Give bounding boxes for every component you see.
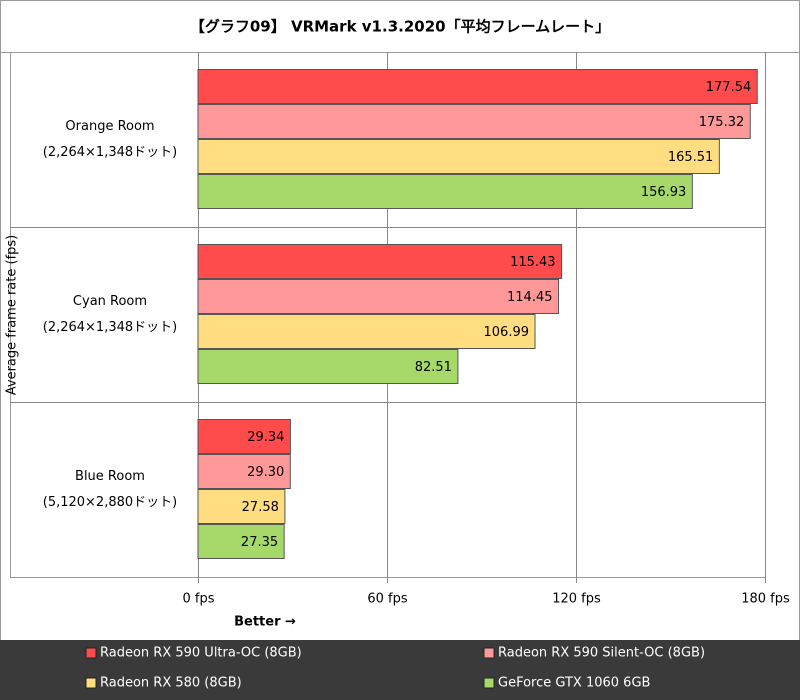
bar: [197, 104, 751, 139]
annotation: Better →: [234, 615, 296, 630]
bar: [197, 419, 291, 454]
value-label: 156.93: [641, 185, 687, 200]
value-label: 27.58: [242, 500, 279, 515]
bar: [197, 279, 560, 314]
bar: [197, 489, 286, 524]
value-label: 114.45: [507, 290, 553, 305]
bar: [197, 314, 536, 349]
legend-label: Radeon RX 580 (8GB): [100, 676, 242, 691]
value-label: 27.35: [241, 535, 278, 550]
legend-label: Radeon RX 590 Ultra-OC (8GB): [100, 646, 302, 661]
value-label: 29.34: [247, 430, 284, 445]
value-label: 82.51: [415, 360, 452, 375]
y-axis-label: Average frame rate (fps): [5, 235, 20, 395]
value-label: 115.43: [510, 255, 556, 270]
x-tick-label: 0 fps: [182, 592, 214, 607]
chart-title: 【グラフ09】 VRMark v1.3.2020「平均フレームレート」: [190, 18, 610, 36]
bar: [197, 139, 720, 174]
bar: [197, 244, 563, 279]
x-tick-label: 180 fps: [741, 592, 790, 607]
bar: [197, 349, 459, 384]
bar: [197, 174, 693, 209]
legend-swatch: [85, 677, 97, 689]
category-label: Blue Room: [75, 469, 145, 484]
category-label: Orange Room: [65, 119, 154, 134]
bar: [197, 454, 291, 489]
legend-label: GeForce GTX 1060 6GB: [498, 676, 650, 691]
x-tick-label: 120 fps: [552, 592, 601, 607]
x-tick-label: 60 fps: [367, 592, 408, 607]
category-sublabel: (2,264×1,348ドット): [43, 320, 177, 335]
value-label: 165.51: [668, 150, 714, 165]
category-label: Cyan Room: [73, 294, 147, 309]
category-sublabel: (2,264×1,348ドット): [43, 145, 177, 160]
value-label: 29.30: [247, 465, 284, 480]
bar: [197, 69, 758, 104]
legend-swatch: [483, 647, 495, 659]
value-label: 177.54: [706, 80, 752, 95]
legend-label: Radeon RX 590 Silent-OC (8GB): [498, 646, 705, 661]
bar: [197, 524, 285, 559]
legend-swatch: [483, 677, 495, 689]
legend-band: [0, 640, 800, 700]
legend-swatch: [85, 647, 97, 659]
value-label: 106.99: [484, 325, 530, 340]
value-label: 175.32: [699, 115, 745, 130]
category-sublabel: (5,120×2,880ドット): [43, 495, 177, 510]
